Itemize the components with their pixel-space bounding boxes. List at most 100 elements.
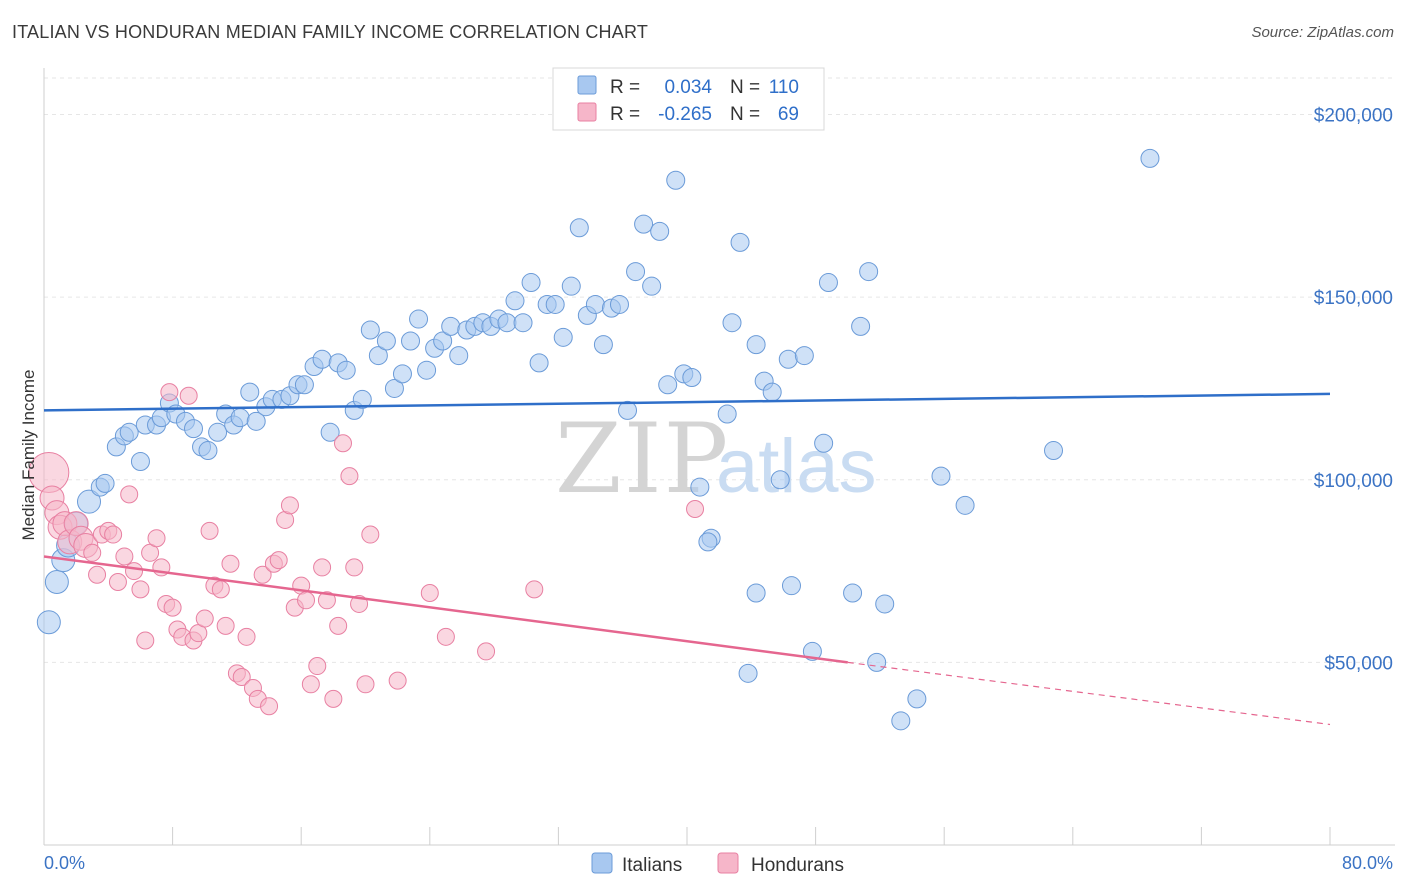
trend-line-hondurans	[43, 555, 848, 664]
point-italians	[561, 276, 581, 296]
r-value: -0.265	[658, 104, 712, 125]
point-hondurans	[136, 631, 155, 650]
point-hondurans	[388, 671, 407, 690]
point-hondurans	[260, 697, 279, 716]
point-italians	[1044, 441, 1064, 461]
point-italians	[336, 360, 356, 380]
point-italians	[690, 477, 710, 497]
point-italians	[658, 375, 678, 395]
point-italians	[843, 583, 863, 603]
point-hondurans	[104, 525, 123, 544]
point-hondurans	[340, 467, 359, 486]
y-tick-label: $200,000	[1314, 106, 1393, 127]
y-axis-label: Median Family Income	[19, 369, 38, 540]
point-hondurans	[253, 565, 272, 584]
point-italians	[294, 375, 314, 395]
point-hondurans	[88, 565, 107, 584]
y-tick-label: $50,000	[1324, 653, 1393, 674]
series-hondurans	[28, 383, 705, 716]
series-legend-label: Hondurans	[751, 855, 844, 876]
n-value: 69	[778, 104, 799, 125]
y-tick-labels: $50,000 $100,000 $150,000 $200,000	[1314, 106, 1393, 675]
point-italians	[198, 441, 218, 461]
point-hondurans	[237, 627, 256, 646]
point-italians	[609, 294, 629, 314]
gridlines	[44, 77, 1395, 663]
point-hondurans	[420, 583, 439, 602]
point-hondurans	[221, 554, 240, 573]
point-hondurans	[324, 689, 343, 708]
n-label: N =	[730, 77, 760, 98]
point-italians	[553, 327, 573, 347]
point-italians	[746, 583, 766, 603]
point-hondurans	[195, 609, 214, 628]
point-italians	[955, 495, 975, 515]
point-italians	[183, 419, 203, 439]
point-italians	[642, 276, 662, 296]
legend-swatch-hondurans	[717, 852, 739, 874]
point-hondurans	[356, 675, 375, 694]
point-italians	[401, 331, 421, 351]
point-italians	[634, 214, 654, 234]
watermark-zip: ZIP	[555, 403, 730, 515]
point-italians	[36, 610, 61, 635]
point-italians	[875, 594, 895, 614]
point-italians	[77, 489, 102, 514]
point-hondurans	[317, 591, 336, 610]
point-hondurans	[308, 657, 327, 676]
point-hondurans	[232, 667, 251, 686]
point-italians	[730, 232, 750, 252]
trend-lines	[43, 392, 1331, 726]
point-italians	[119, 422, 139, 442]
point-italians	[778, 349, 798, 369]
legend-swatch-hondurans	[577, 102, 597, 122]
point-hondurans	[525, 580, 544, 599]
point-hondurans	[297, 591, 316, 610]
point-hondurans	[147, 529, 166, 548]
point-italians	[449, 346, 469, 366]
point-italians	[130, 452, 150, 471]
x-tick-label: 80.0%	[1342, 853, 1393, 873]
point-italians	[722, 313, 742, 333]
series-legend-label: Italians	[622, 855, 682, 876]
point-hondurans	[313, 558, 332, 577]
point-italians	[814, 433, 834, 453]
point-italians	[1140, 148, 1160, 168]
point-italians	[818, 273, 838, 293]
point-hondurans	[269, 551, 288, 570]
point-italians	[521, 273, 541, 293]
point-italians	[529, 353, 549, 373]
point-italians	[240, 382, 260, 402]
point-italians	[513, 313, 533, 333]
r-label: R =	[610, 77, 640, 98]
point-italians	[666, 170, 686, 190]
point-hondurans	[120, 485, 139, 504]
point-italians	[891, 711, 911, 731]
n-value: 110	[769, 77, 799, 98]
legend-swatch-italians	[577, 75, 597, 95]
x-tick-labels: 0.0% 80.0%	[44, 853, 1393, 873]
point-italians	[585, 294, 605, 314]
point-italians	[859, 262, 879, 282]
point-italians	[352, 389, 372, 409]
point-hondurans	[179, 386, 198, 405]
trend-line-hondurans-extension	[847, 661, 1331, 726]
series-legend: Italians Hondurans	[591, 852, 844, 876]
point-hondurans	[108, 573, 127, 592]
point-italians	[392, 364, 412, 384]
point-italians	[569, 218, 589, 238]
point-italians	[931, 466, 951, 486]
point-hondurans	[280, 496, 299, 515]
point-hondurans	[131, 580, 150, 599]
point-hondurans	[216, 616, 235, 635]
point-italians	[907, 689, 927, 709]
n-label: N =	[730, 104, 760, 125]
point-hondurans	[329, 616, 348, 635]
point-hondurans	[333, 434, 352, 453]
point-italians	[384, 378, 404, 398]
point-hondurans	[211, 580, 230, 599]
point-italians	[618, 400, 638, 420]
trend-line-italians	[43, 392, 1331, 412]
point-hondurans	[125, 562, 144, 581]
